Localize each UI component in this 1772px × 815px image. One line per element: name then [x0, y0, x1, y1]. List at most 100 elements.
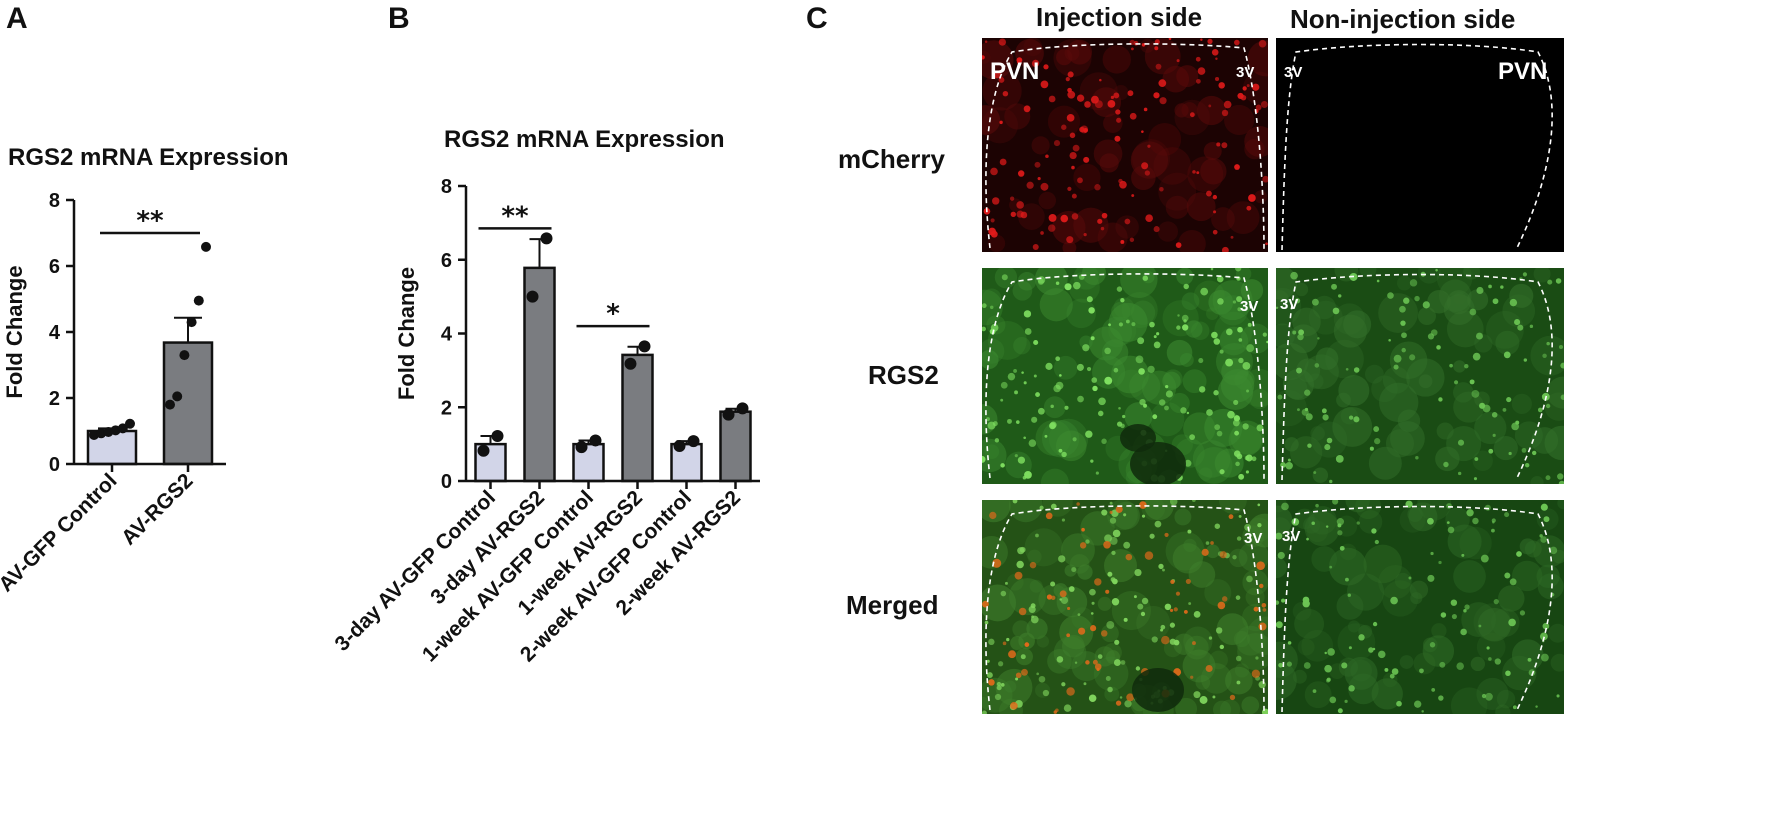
signal-dot [1160, 624, 1166, 630]
signal-dot [1529, 324, 1534, 329]
signal-dot [1238, 357, 1244, 364]
signal-dot [1130, 47, 1134, 51]
signal-dot [1143, 403, 1147, 408]
signal-dot [1071, 567, 1077, 573]
cell-blob [1017, 272, 1037, 291]
cell-blob [1379, 382, 1419, 423]
data-point-1-5 [117, 423, 128, 434]
signal-dot [1159, 97, 1167, 105]
signal-dot [1141, 130, 1144, 133]
signal-dot [1234, 164, 1240, 170]
signal-dot [1076, 94, 1085, 102]
signal-dot [1335, 454, 1344, 463]
signal-dot [1069, 151, 1077, 160]
cell-blob [1544, 425, 1564, 461]
cell-blob [1111, 355, 1150, 394]
signal-dot [1120, 239, 1125, 244]
signal-dot [1542, 622, 1550, 630]
merged-dot [1079, 542, 1087, 549]
signal-dot [1236, 680, 1241, 685]
cell-blob [1158, 172, 1197, 211]
signal-dot [1158, 563, 1164, 570]
signal-dot [1140, 611, 1146, 617]
y-tick-label-4: 4 [441, 324, 453, 346]
signal-dot [1031, 416, 1038, 423]
signal-dot [1502, 408, 1507, 412]
signal-dot [996, 681, 1002, 687]
merged-dot [1105, 589, 1110, 594]
signal-dot [1307, 443, 1312, 448]
signal-dot [1427, 333, 1435, 340]
cell-blob [1136, 605, 1171, 640]
merged-dot [1067, 606, 1071, 611]
signal-dot [1017, 170, 1025, 177]
cell-blob [1536, 564, 1560, 588]
signal-dot [1032, 243, 1039, 250]
cell-blob [1111, 590, 1151, 631]
signal-dot [982, 303, 987, 309]
signal-dot [1014, 454, 1018, 458]
merged-dot [988, 679, 995, 686]
signal-dot [1058, 555, 1066, 563]
cell-blob [1047, 105, 1081, 138]
data-point-6-1 [722, 408, 735, 421]
signal-dot [1294, 298, 1301, 304]
signal-dot [1067, 186, 1072, 191]
signal-dot [1082, 344, 1090, 352]
signal-dot [1056, 656, 1064, 663]
signal-dot [1165, 390, 1173, 398]
signal-dot [1059, 598, 1062, 601]
cell-blob [1550, 653, 1564, 672]
signal-dot [1015, 420, 1020, 424]
y-tick-label-6: 6 [441, 250, 452, 272]
signal-dot [1049, 422, 1056, 430]
signal-dot [1297, 408, 1300, 412]
signal-dot [1306, 537, 1309, 541]
signal-dot [982, 326, 986, 332]
cell-blob [1082, 268, 1107, 286]
signal-dot [1409, 354, 1416, 361]
signal-dot [1290, 271, 1298, 280]
cell-blob [1399, 655, 1414, 669]
signal-dot [1198, 386, 1206, 393]
signal-dot [1509, 578, 1517, 586]
cell-blob [1276, 505, 1293, 536]
cell-blob [1187, 156, 1224, 193]
signal-dot [1286, 661, 1292, 667]
signal-dot [1114, 135, 1121, 142]
signal-dot [1311, 521, 1315, 526]
signal-dot [1037, 276, 1046, 284]
signal-dot [1492, 521, 1495, 524]
cell-blob [987, 320, 1027, 360]
signal-dot [1168, 38, 1172, 40]
micrograph-merged-non-injection [1276, 500, 1564, 714]
signal-dot [1089, 588, 1096, 596]
signal-dot [1106, 620, 1115, 629]
merged-dot [1021, 668, 1028, 676]
micrograph-image [1276, 500, 1564, 714]
signal-dot [1053, 384, 1061, 393]
row-heading-rgs2: RGS2 [868, 360, 939, 390]
cell-blob [1446, 290, 1471, 315]
signal-dot [1153, 92, 1160, 99]
signal-dot [1147, 144, 1151, 148]
signal-dot [1074, 661, 1078, 664]
signal-dot [1135, 355, 1144, 364]
merged-dot [1201, 548, 1209, 556]
cell-blob [1459, 526, 1492, 560]
merged-dot [1251, 669, 1261, 678]
signal-dot [1485, 692, 1493, 701]
cell-blob [1284, 437, 1299, 452]
micrograph-image [1276, 268, 1564, 484]
signal-dot [1303, 662, 1311, 669]
signal-dot [1001, 274, 1008, 281]
signal-dot [1543, 516, 1550, 523]
signal-dot [1017, 456, 1026, 464]
label-3v-merged-non-injection: 3V [1282, 528, 1301, 545]
signal-dot [1058, 448, 1063, 453]
label-3v-rgs2-non-injection: 3V [1280, 296, 1299, 313]
signal-dot [1191, 500, 1196, 502]
signal-dot [1338, 294, 1342, 298]
cell-blob [1453, 360, 1466, 373]
merged-dot [1024, 642, 1030, 647]
